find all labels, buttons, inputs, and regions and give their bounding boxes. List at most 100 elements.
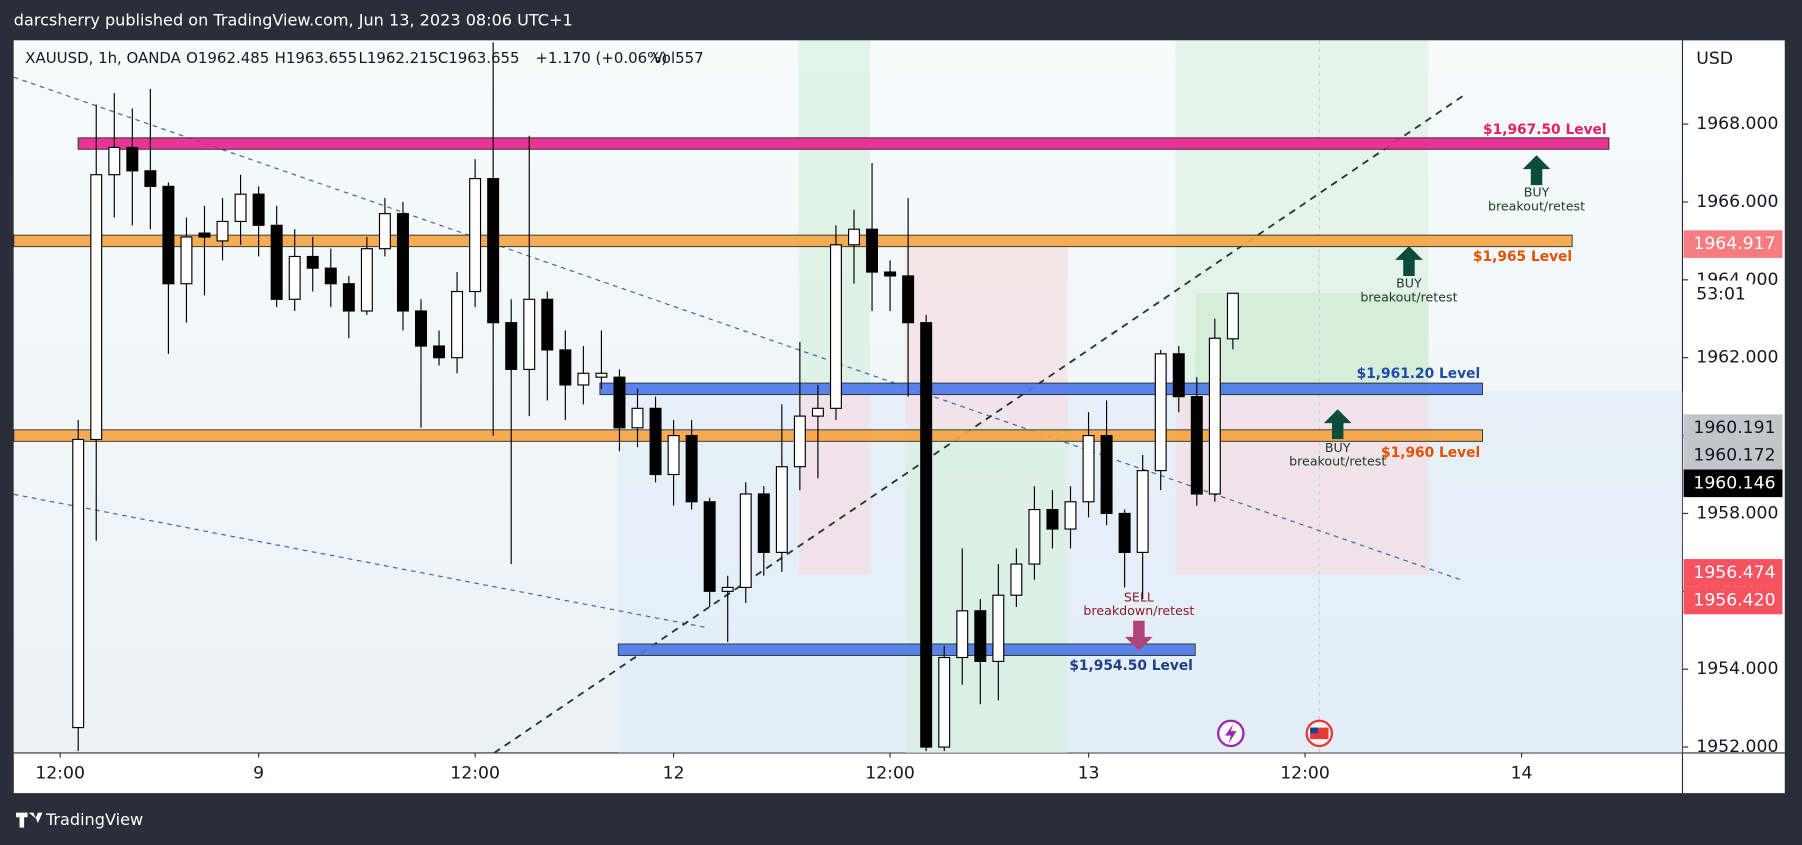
- price-badge-label: 1960.146: [1693, 473, 1775, 493]
- annotation-subtext: breakout/retest: [1488, 199, 1585, 214]
- x-tick-label: 12:00: [1280, 764, 1330, 784]
- price-badge-label: 1956.420: [1693, 590, 1775, 610]
- price-badge: [1683, 414, 1783, 442]
- annotation-arrow: [1522, 155, 1551, 186]
- candle-body: [433, 345, 446, 359]
- y-tick-label: 1952.000: [1696, 737, 1778, 757]
- candle-body: [324, 267, 337, 285]
- candle-body: [992, 594, 1005, 662]
- annotation-subtext: breakout/retest: [1360, 289, 1457, 304]
- level-band: [13, 234, 1573, 248]
- price-badge: [1683, 586, 1783, 615]
- price-badge-label: 1956.474: [1693, 563, 1775, 583]
- ohlc-value: C1963.655: [438, 49, 520, 67]
- level-label: $1,954.50 Level: [1069, 658, 1193, 674]
- zone: [618, 390, 1683, 753]
- overlay: BUYbreakout/retestBUYbreakout/retestBUYb…: [1083, 155, 1585, 651]
- trend-line: [13, 76, 1464, 582]
- zone: [905, 247, 1068, 428]
- candles: [72, 42, 1239, 751]
- candle-body: [667, 435, 680, 476]
- candle-body: [1118, 512, 1131, 553]
- candle-body: [415, 310, 427, 347]
- currency-label: USD: [1696, 49, 1733, 69]
- countdown: 53:01: [1696, 284, 1746, 304]
- candle-body: [1046, 508, 1059, 530]
- candle-body: [1208, 337, 1221, 495]
- event-icon-glyph: [1310, 727, 1329, 740]
- candle-body: [595, 372, 608, 378]
- y-tick-label: 1958.000: [1696, 503, 1778, 523]
- candle-body: [1100, 435, 1113, 515]
- trend-line: [493, 93, 1466, 753]
- candle-body: [378, 213, 391, 250]
- candle-body: [1226, 292, 1239, 340]
- levels: [13, 137, 1610, 656]
- candle-body: [902, 275, 915, 324]
- candle-body: [739, 493, 752, 589]
- zone: [798, 390, 870, 575]
- level-band: [599, 382, 1483, 396]
- x-tick-label: 9: [253, 764, 264, 784]
- candle-body: [938, 656, 951, 748]
- level-band: [617, 643, 1196, 656]
- candle-body: [252, 193, 265, 226]
- x-tick-label: 12:00: [865, 764, 915, 784]
- annotation-subtext: breakout/retest: [1289, 454, 1386, 469]
- candle-body: [162, 185, 175, 285]
- candle-body: [1028, 508, 1041, 565]
- candle-body: [72, 438, 85, 729]
- candle-body: [613, 376, 626, 429]
- candle-body: [577, 372, 590, 386]
- event-icon-glyph: [1310, 727, 1319, 734]
- x-tick-label: 12:00: [450, 764, 500, 784]
- price-badge: [1683, 469, 1783, 498]
- candle-body: [559, 349, 572, 386]
- x-tick-label: 12: [663, 764, 685, 784]
- candle-body: [90, 174, 103, 441]
- ohlc-value: Vol557: [653, 49, 704, 67]
- ohlc-value: O1962.485: [186, 49, 269, 67]
- annotation-text: SELL: [1124, 589, 1154, 604]
- level-label: $1,960 Level: [1381, 445, 1480, 461]
- candle-body: [703, 501, 716, 592]
- candle-body: [685, 435, 698, 503]
- candle-body: [811, 407, 824, 417]
- candle-body: [631, 407, 644, 429]
- candle-body: [396, 213, 409, 312]
- price-badge-label: 1960.191: [1693, 418, 1775, 438]
- price-badge: [1683, 230, 1783, 258]
- candle-body: [270, 224, 283, 300]
- countdown-box: [1683, 280, 1753, 309]
- candle-body: [1010, 563, 1023, 596]
- annotation-text: BUY: [1524, 185, 1550, 200]
- x-tick-label: 14: [1511, 764, 1533, 784]
- candle-body: [974, 610, 987, 662]
- ohlc-value: L1962.215: [359, 49, 439, 67]
- candle-body: [487, 178, 500, 324]
- candle-body: [1190, 396, 1203, 495]
- y-tick-label: 1966.000: [1696, 192, 1778, 212]
- logo-text[interactable]: TradingView: [45, 810, 143, 829]
- candle-body: [866, 228, 879, 273]
- candle-body: [505, 322, 518, 370]
- candle-body: [306, 255, 319, 269]
- candle-body: [360, 248, 373, 312]
- annotation-text: BUY: [1396, 276, 1422, 291]
- price-badge-label: 1964.917: [1693, 234, 1775, 254]
- candle-body: [721, 586, 734, 592]
- candle-body: [1136, 470, 1149, 553]
- level-label: $1,961.20 Level: [1357, 366, 1481, 382]
- level-band: [77, 137, 1610, 150]
- candle-body: [649, 407, 662, 476]
- candle-body: [180, 236, 193, 285]
- symbol-info: XAUUSD, 1h, OANDA: [25, 49, 181, 67]
- candle-body: [234, 193, 247, 223]
- candle-body: [848, 228, 860, 246]
- price-badge: [1683, 441, 1783, 470]
- trend-line: [13, 493, 707, 629]
- level-label: $1,965 Level: [1473, 249, 1572, 265]
- annotation-arrow: [1323, 409, 1352, 440]
- publish-info: darcsherry published on TradingView.com,…: [14, 10, 573, 29]
